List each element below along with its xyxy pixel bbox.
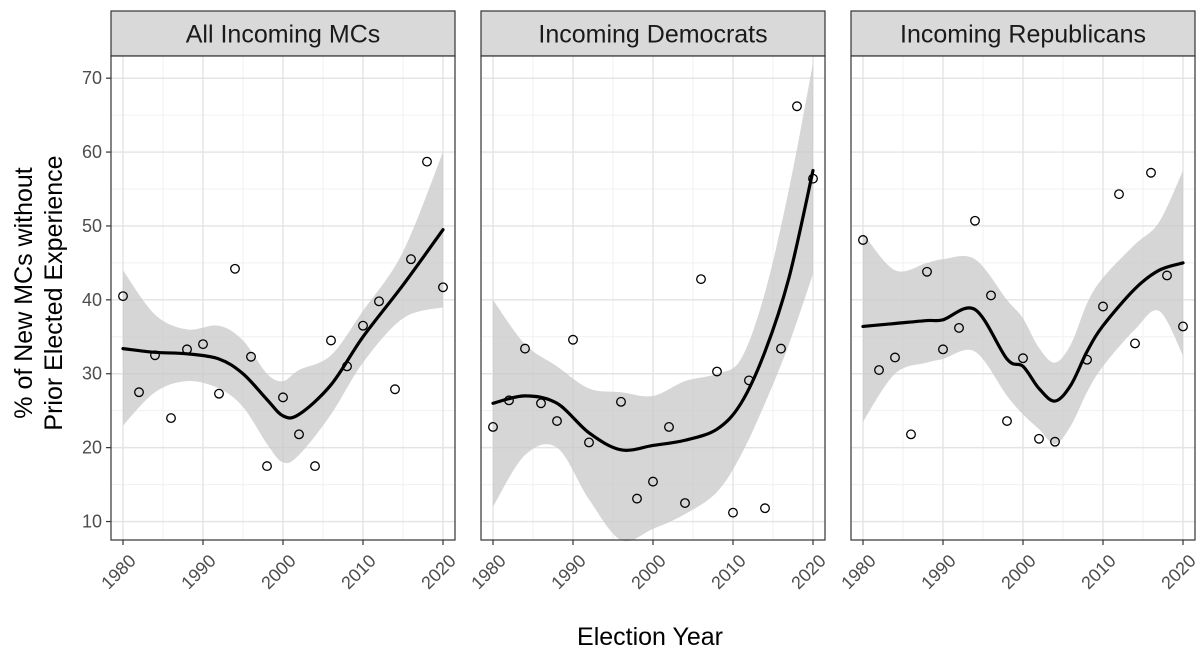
- data-point: [504, 395, 514, 406]
- data-point: [374, 296, 384, 307]
- smooth-line: [861, 261, 1185, 403]
- data-point: [938, 344, 948, 355]
- data-point: [310, 461, 320, 472]
- confidence-band: [493, 63, 813, 542]
- data-point: [422, 156, 432, 167]
- data-point: [584, 437, 594, 448]
- data-point: [1082, 354, 1092, 365]
- y-axis-title-line2: Prior Elected Experience: [40, 155, 68, 430]
- data-point: [648, 476, 658, 487]
- y-axis-title-line1: % of New MCs without: [10, 167, 38, 419]
- data-point: [970, 215, 980, 226]
- data-point: [262, 461, 272, 472]
- data-point: [182, 344, 192, 355]
- confidence-band: [123, 152, 443, 464]
- y-tick-label: 20: [82, 438, 102, 458]
- data-point: [246, 351, 256, 362]
- panel-title: Incoming Democrats: [538, 21, 767, 49]
- data-point: [536, 398, 546, 409]
- data-point: [890, 352, 900, 363]
- panel-strip: [480, 10, 826, 57]
- data-point: [568, 334, 578, 345]
- data-point: [858, 235, 868, 245]
- data-point: [922, 266, 932, 277]
- data-point: [390, 384, 400, 395]
- data-point: [198, 339, 208, 350]
- data-point: [906, 429, 916, 440]
- data-point: [664, 421, 674, 432]
- data-point: [986, 290, 996, 301]
- data-point: [134, 387, 144, 398]
- data-point: [728, 507, 738, 518]
- panel-title: All Incoming MCs: [186, 21, 381, 49]
- data-point: [954, 322, 964, 333]
- data-point: [874, 365, 884, 375]
- data-point: [712, 366, 722, 377]
- data-point: [278, 392, 288, 403]
- y-tick-label: 40: [82, 290, 102, 310]
- y-tick-label: 10: [82, 512, 102, 532]
- y-tick-label: 60: [82, 142, 102, 162]
- data-point: [166, 413, 176, 424]
- smooth-line: [491, 168, 815, 452]
- data-point: [1114, 189, 1124, 200]
- data-point: [294, 429, 304, 440]
- data-point: [1050, 436, 1060, 447]
- data-point: [520, 343, 530, 354]
- data-point: [342, 361, 352, 372]
- panel-strip: [850, 10, 1196, 57]
- data-point: [1162, 270, 1172, 281]
- data-point: [438, 282, 448, 293]
- data-point: [680, 498, 690, 509]
- data-point: [632, 493, 642, 504]
- data-point: [1146, 167, 1156, 178]
- data-point: [760, 503, 770, 514]
- data-point: [1034, 433, 1044, 444]
- data-point: [326, 335, 336, 346]
- data-point: [1018, 353, 1028, 364]
- data-point: [776, 343, 786, 354]
- data-point: [792, 101, 802, 112]
- data-point: [1098, 301, 1108, 312]
- panel-strip: [110, 10, 456, 57]
- data-point: [616, 396, 626, 407]
- data-point: [552, 416, 562, 426]
- data-point: [1130, 338, 1140, 349]
- data-point: [488, 421, 498, 432]
- y-tick-label: 30: [82, 364, 102, 384]
- data-point: [696, 274, 706, 285]
- data-point: [1178, 321, 1188, 332]
- data-point: [808, 173, 818, 184]
- data-point: [1002, 416, 1012, 426]
- data-point: [406, 254, 416, 265]
- data-point: [214, 388, 224, 399]
- data-point: [230, 263, 240, 274]
- y-tick-label: 70: [82, 68, 102, 88]
- panel-title: Incoming Republicans: [900, 21, 1146, 49]
- y-tick-label: 50: [82, 216, 102, 236]
- data-point: [744, 375, 754, 386]
- x-axis-title: Election Year: [577, 623, 723, 651]
- data-point: [358, 320, 368, 331]
- data-point: [150, 350, 160, 361]
- data-point: [118, 291, 128, 302]
